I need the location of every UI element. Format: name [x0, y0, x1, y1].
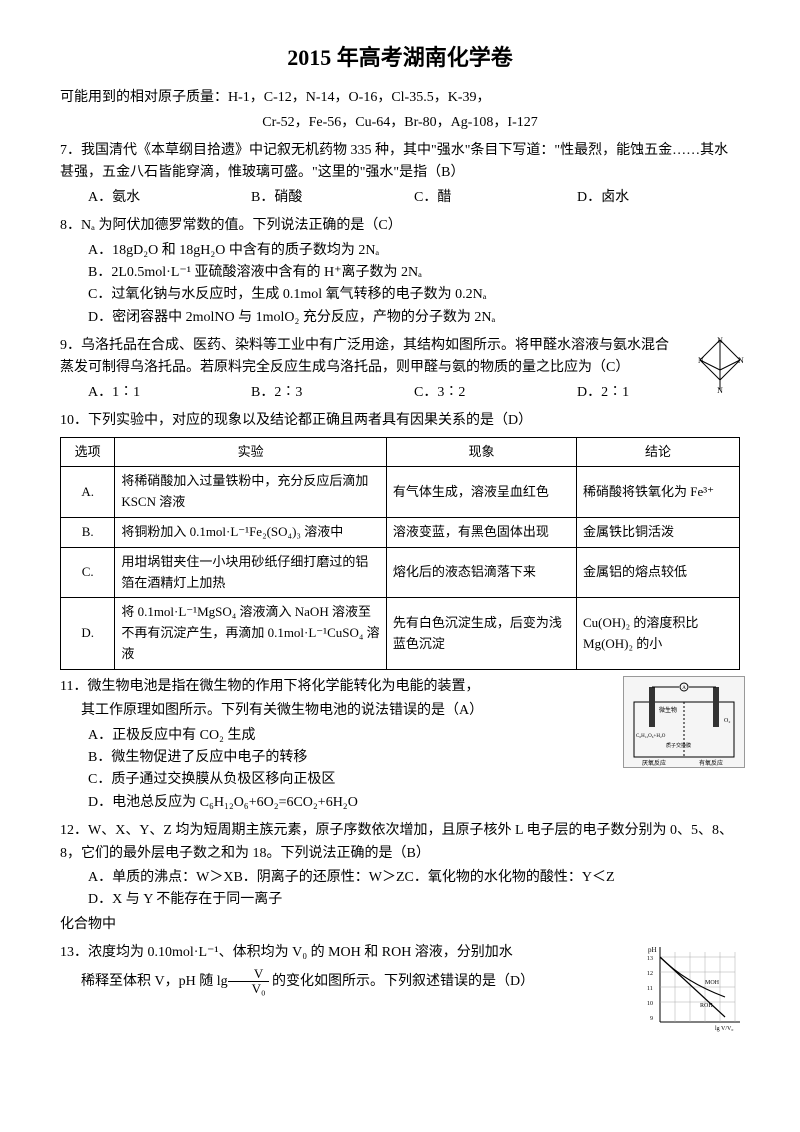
- svg-text:MOH: MOH: [705, 980, 720, 986]
- q13-stem1: 13．浓度均为 0.10mol·L⁻¹、体积均为 V₀ 的 MOH 和 ROH …: [60, 942, 740, 964]
- cell-phen: 有气体生成，溶液呈血红色: [386, 467, 576, 518]
- cell-phen: 溶液变蓝，有黑色固体出现: [386, 518, 576, 548]
- th-exp: 实验: [115, 437, 387, 467]
- page-title: 2015 年高考湖南化学卷: [60, 40, 740, 75]
- q8: 8．Nₐ 为阿伏加德罗常数的值。下列说法正确的是（C） A．18gD₂O 和 1…: [60, 215, 740, 329]
- svg-text:12: 12: [647, 971, 653, 977]
- q8-opt-d: D．密闭容器中 2molNO 与 1molO₂ 充分反应，产物的分子数为 2Nₐ: [88, 307, 740, 329]
- cell-opt: C.: [61, 547, 115, 598]
- svg-text:13: 13: [647, 956, 653, 962]
- svg-text:10: 10: [647, 1001, 653, 1007]
- q8-stem: 8．Nₐ 为阿伏加德罗常数的值。下列说法正确的是（C）: [60, 215, 740, 237]
- q8-opt-c: C．过氧化钠与水反应时，生成 0.1mol 氧气转移的电子数为 0.2Nₐ: [88, 284, 740, 306]
- cell-phen: 先有白色沉淀生成，后变为浅蓝色沉淀: [386, 598, 576, 669]
- cell-opt: D.: [61, 598, 115, 669]
- cell-exp: 用坩埚钳夹住一小块用砂纸仔细打磨过的铝箔在酒精灯上加热: [115, 547, 387, 598]
- q13-stem2-post: 的变化如图所示。下列叙述错误的是（D）: [269, 974, 535, 989]
- th-phen: 现象: [386, 437, 576, 467]
- cell-opt: A.: [61, 467, 115, 518]
- svg-text:N: N: [698, 356, 704, 365]
- svg-text:O₂: O₂: [724, 718, 730, 724]
- svg-text:lg V/V₀: lg V/V₀: [715, 1026, 733, 1032]
- q9-opt-a: A．1∶1: [88, 382, 251, 404]
- fraction-icon: VV₀: [228, 967, 269, 997]
- atomic-mass-2: Cr-52，Fe-56，Cu-64，Br-80，Ag-108，I-127: [60, 112, 740, 134]
- q11-opt-b: B．微生物促进了反应中电子的转移: [88, 747, 610, 769]
- q7-opt-c: C．醋: [414, 187, 577, 209]
- q12-opt-c: C．氧化物的水化物的酸性：Y＜Z: [405, 867, 615, 889]
- cell-conc: 金属铁比铜活泼: [577, 518, 740, 548]
- q7-stem: 7．我国清代《本草纲目拾遗》中记叙无机药物 335 种，其中"强水"条目下写道：…: [60, 140, 740, 185]
- cell-exp: 将 0.1mol·L⁻¹MgSO₄ 溶液滴入 NaOH 溶液至不再有沉淀产生，再…: [115, 598, 387, 669]
- q13-stem2-pre: 稀释至体积 V，pH 随 lg: [81, 974, 228, 989]
- q12-opt-b: B．阴离子的还原性：W＞Z: [233, 867, 404, 889]
- q12-opt-a: A．单质的沸点：W＞X: [88, 867, 233, 889]
- svg-text:微生物: 微生物: [659, 706, 677, 714]
- q8-opt-a: A．18gD₂O 和 18gH₂O 中含有的质子数均为 2Nₐ: [88, 240, 740, 262]
- svg-text:N: N: [738, 356, 744, 365]
- svg-text:质子交换膜: 质子交换膜: [666, 742, 691, 749]
- table-row: D. 将 0.1mol·L⁻¹MgSO₄ 溶液滴入 NaOH 溶液至不再有沉淀产…: [61, 598, 740, 669]
- table-row: C. 用坩埚钳夹住一小块用砂纸仔细打磨过的铝箔在酒精灯上加热 熔化后的液态铝滴落…: [61, 547, 740, 598]
- svg-text:9: 9: [650, 1016, 653, 1022]
- svg-text:11: 11: [647, 986, 653, 992]
- svg-text:N: N: [717, 386, 723, 395]
- q10: 10．下列实验中，对应的现象以及结论都正确且两者具有因果关系的是（D） 选项 实…: [60, 410, 740, 670]
- q9-stem: 9．乌洛托品在合成、医药、染料等工业中有广泛用途，其结构如图所示。将甲醛水溶液与…: [60, 335, 740, 380]
- q11-opt-d: D．电池总反应为 C₆H₁₂O₆+6O₂=6CO₂+6H₂O: [88, 792, 610, 814]
- svg-text:C₆H₁₂O₆+H₂O: C₆H₁₂O₆+H₂O: [636, 734, 666, 739]
- svg-text:N: N: [717, 336, 723, 345]
- cell-exp: 将稀硝酸加入过量铁粉中，充分反应后滴加 KSCN 溶液: [115, 467, 387, 518]
- q13: pH 13 12 11 10 9 MOH ROH lg V/V₀ 13．浓度均为…: [60, 942, 740, 996]
- q11-opt-c: C．质子通过交换膜从负极区移向正极区: [88, 769, 610, 791]
- svg-text:厌氧反应: 厌氧反应: [642, 759, 666, 767]
- ph-graph-icon: pH 13 12 11 10 9 MOH ROH lg V/V₀: [645, 942, 745, 1032]
- q7-opt-d: D．卤水: [577, 187, 740, 209]
- q10-stem: 10．下列实验中，对应的现象以及结论都正确且两者具有因果关系的是（D）: [60, 410, 740, 432]
- q9-opt-c: C．3∶2: [414, 382, 577, 404]
- molecule-diagram-icon: N N N N: [690, 335, 750, 395]
- q9: N N N N 9．乌洛托品在合成、医药、染料等工业中有广泛用途，其结构如图所示…: [60, 335, 740, 404]
- cell-conc: 稀硝酸将铁氧化为 Fe³⁺: [577, 467, 740, 518]
- q12: 12．W、X、Y、Z 均为短周期主族元素，原子序数依次增加，且原子核外 L 电子…: [60, 820, 740, 936]
- svg-text:A: A: [682, 686, 686, 691]
- q7: 7．我国清代《本草纲目拾遗》中记叙无机药物 335 种，其中"强水"条目下写道：…: [60, 140, 740, 209]
- table-row: B. 将铜粉加入 0.1mol·L⁻¹Fe₂(SO₄)₃ 溶液中 溶液变蓝，有黑…: [61, 518, 740, 548]
- cell-opt: B.: [61, 518, 115, 548]
- q12-stem: 12．W、X、Y、Z 均为短周期主族元素，原子序数依次增加，且原子核外 L 电子…: [60, 820, 740, 865]
- q8-opt-b: B．2L0.5mol·L⁻¹ 亚硫酸溶液中含有的 H⁺离子数为 2Nₐ: [88, 262, 740, 284]
- battery-diagram-icon: A 微生物 C₆H₁₂O₆+H₂O O₂ 质子交换膜 厌氧反应 有氧反应: [623, 676, 745, 768]
- q11: A 微生物 C₆H₁₂O₆+H₂O O₂ 质子交换膜 厌氧反应 有氧反应 11．…: [60, 676, 740, 814]
- cell-exp: 将铜粉加入 0.1mol·L⁻¹Fe₂(SO₄)₃ 溶液中: [115, 518, 387, 548]
- table-row: A. 将稀硝酸加入过量铁粉中，充分反应后滴加 KSCN 溶液 有气体生成，溶液呈…: [61, 467, 740, 518]
- q10-table: 选项 实验 现象 结论 A. 将稀硝酸加入过量铁粉中，充分反应后滴加 KSCN …: [60, 437, 740, 670]
- svg-text:ROH: ROH: [700, 1003, 713, 1009]
- q9-opt-b: B．2∶3: [251, 382, 414, 404]
- svg-text:有氧反应: 有氧反应: [699, 759, 723, 767]
- th-conc: 结论: [577, 437, 740, 467]
- q11-opt-a: A．正极反应中有 CO₂ 生成: [88, 725, 610, 747]
- q7-opt-a: A．氨水: [88, 187, 251, 209]
- q7-opt-b: B．硝酸: [251, 187, 414, 209]
- cell-conc: Cu(OH)₂ 的溶度积比 Mg(OH)₂ 的小: [577, 598, 740, 669]
- q13-stem2: 稀释至体积 V，pH 随 lgVV₀ 的变化如图所示。下列叙述错误的是（D）: [60, 967, 740, 997]
- svg-text:pH: pH: [648, 946, 657, 954]
- th-opt: 选项: [61, 437, 115, 467]
- q12-tail: 化合物中: [60, 914, 740, 936]
- cell-conc: 金属铝的熔点较低: [577, 547, 740, 598]
- atomic-mass-1: 可能用到的相对原子质量：H-1，C-12，N-14，O-16，Cl-35.5，K…: [60, 87, 740, 109]
- cell-phen: 熔化后的液态铝滴落下来: [386, 547, 576, 598]
- q12-opt-d: D．X 与 Y 不能存在于同一离子: [88, 889, 282, 911]
